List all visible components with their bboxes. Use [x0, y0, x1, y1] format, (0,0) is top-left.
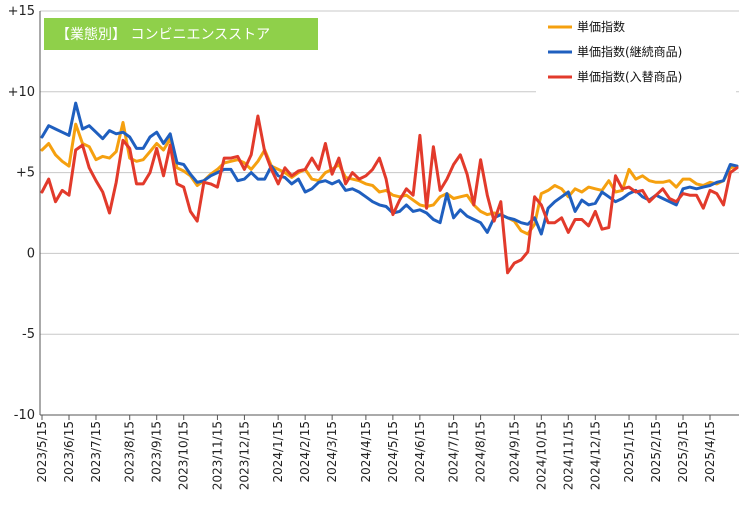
x-tick-label-2: 2023/7/15 — [89, 421, 103, 483]
x-tick-label-18: 2024/11/15 — [561, 421, 575, 490]
title-background — [44, 18, 318, 50]
legend-label-series-2: 単価指数(継続商品) — [577, 44, 682, 59]
x-tick-label-8: 2024/1/15 — [271, 421, 285, 483]
x-tick-label-15: 2024/8/15 — [474, 421, 488, 483]
y-tick-label-0: +15 — [8, 4, 35, 19]
chart-title: 【業態別】 コンビニエンスストア — [56, 27, 270, 43]
y-tick-label-2: +5 — [16, 166, 35, 181]
x-tick-label-11: 2024/4/15 — [359, 421, 373, 483]
series-line-2 — [40, 101, 739, 236]
x-tick-label-21: 2025/2/15 — [649, 421, 663, 483]
legend-label-series-3: 単価指数(入替商品) — [577, 69, 682, 84]
x-tick-label-5: 2023/10/15 — [177, 421, 191, 490]
series-line-3 — [40, 114, 739, 275]
y-tick-label-3: 0 — [27, 246, 35, 261]
x-tick-label-1: 2023/6/15 — [62, 421, 76, 483]
x-tick-label-20: 2025/1/15 — [622, 421, 636, 483]
x-tick-label-7: 2023/12/15 — [237, 421, 251, 490]
y-tick-label-5: -10 — [14, 408, 35, 423]
x-tick-label-23: 2025/4/15 — [703, 421, 717, 483]
chart-title-box: 【業態別】 コンビニエンスストア — [44, 18, 318, 50]
x-tick-label-0: 2023/5/15 — [35, 421, 49, 483]
y-tick-label-1: +10 — [8, 85, 35, 100]
x-tick-label-4: 2023/9/15 — [150, 421, 164, 483]
x-tick-label-19: 2024/12/15 — [588, 421, 602, 490]
x-tick-label-22: 2025/3/15 — [676, 421, 690, 483]
x-tick-label-14: 2024/7/15 — [447, 421, 461, 483]
legend: 単価指数 単価指数(継続商品) 単価指数(入替商品) — [536, 14, 736, 94]
x-tick-label-9: 2024/2/15 — [298, 421, 312, 483]
x-tick-label-16: 2024/9/15 — [507, 421, 521, 483]
y-tick-label-4: -5 — [22, 327, 35, 342]
x-tick-label-3: 2023/8/15 — [123, 421, 137, 483]
axes — [39, 11, 739, 420]
x-tick-labels: 2023/5/15 2023/6/15 2023/7/15 2023/8/15 2023… — [35, 421, 717, 490]
x-tick-label-13: 2024/6/15 — [413, 421, 427, 483]
x-tick-label-10: 2024/3/15 — [325, 421, 339, 483]
series-lines — [40, 101, 739, 275]
y-tick-labels: +15 +10 +5 0 -5 -10 — [8, 4, 35, 423]
x-tick-label-17: 2024/10/15 — [534, 421, 548, 490]
x-tick-label-6: 2023/11/15 — [210, 421, 224, 490]
x-tick-label-12: 2024/5/15 — [386, 421, 400, 483]
grid-lines — [40, 10, 739, 335]
legend-label-series-1: 単価指数 — [577, 19, 625, 34]
